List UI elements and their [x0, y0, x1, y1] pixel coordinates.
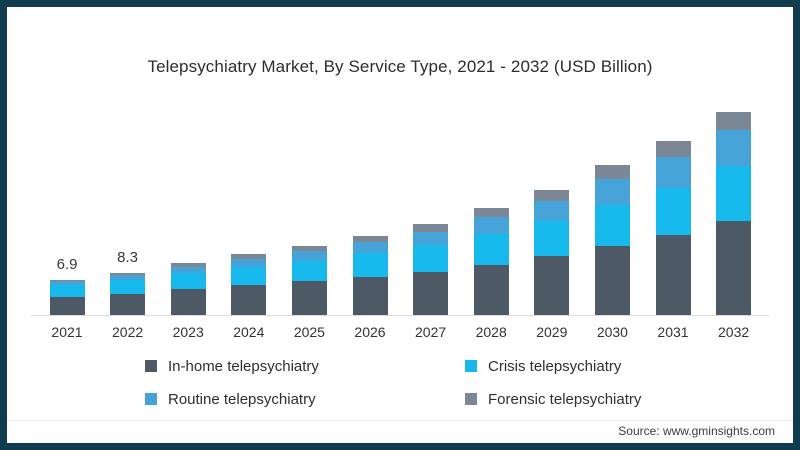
bar-2031	[655, 141, 691, 315]
segment-in-home-telepsychiatry-2022	[110, 293, 146, 316]
segment-forensic-telepsychiatry-2030	[594, 165, 630, 180]
legend-label-in-home: In-home telepsychiatry	[168, 357, 319, 375]
segment-forensic-telepsychiatry-2031	[655, 141, 691, 158]
segment-in-home-telepsychiatry-2029	[534, 256, 570, 315]
legend-label-forensic: Forensic telepsychiatry	[488, 390, 642, 408]
bar-2022	[110, 272, 146, 316]
legend-swatch-routine	[145, 393, 157, 405]
plot-area: 6.9 2021 8.3 2022 2023 2024 2025 2026 2027 2028 20…	[7, 7, 793, 443]
bar-value-label-2021: 6.9	[56, 255, 78, 273]
legend-swatch-crisis	[465, 360, 477, 372]
bar-2030	[594, 165, 630, 316]
legend-swatch-forensic	[465, 393, 477, 405]
source-strip: Source: www.gminsights.com	[7, 420, 793, 443]
segment-forensic-telepsychiatry-2032	[716, 111, 752, 130]
segment-routine-telepsychiatry-2031	[655, 157, 691, 189]
segment-in-home-telepsychiatry-2027	[413, 271, 449, 315]
x-axis-label-2032: 2032	[718, 324, 750, 340]
legend-item-routine: Routine telepsychiatry	[145, 389, 465, 409]
bar-2028	[473, 208, 509, 315]
segment-crisis-telepsychiatry-2030	[594, 204, 630, 247]
segment-forensic-telepsychiatry-2029	[534, 189, 570, 201]
bar-2032	[716, 111, 752, 315]
x-axis-line	[31, 315, 769, 316]
x-axis-label-2030: 2030	[596, 324, 628, 340]
segment-forensic-telepsychiatry-2027	[413, 224, 449, 232]
segment-in-home-telepsychiatry-2025	[291, 281, 327, 315]
segment-routine-telepsychiatry-2029	[534, 200, 570, 222]
segment-forensic-telepsychiatry-2026	[352, 236, 388, 243]
segment-forensic-telepsychiatry-2023	[170, 263, 206, 267]
segment-forensic-telepsychiatry-2025	[291, 246, 327, 251]
legend-label-routine: Routine telepsychiatry	[168, 390, 316, 408]
segment-crisis-telepsychiatry-2026	[352, 253, 388, 278]
legend-item-forensic: Forensic telepsychiatry	[465, 389, 641, 409]
segment-crisis-telepsychiatry-2023	[170, 272, 206, 290]
x-axis-label-2031: 2031	[657, 324, 689, 340]
source-note: Source: www.gminsights.com	[618, 424, 775, 438]
x-axis-label-2022: 2022	[112, 324, 144, 340]
x-axis-label-2026: 2026	[354, 324, 386, 340]
segment-routine-telepsychiatry-2027	[413, 231, 449, 246]
segment-crisis-telepsychiatry-2022	[110, 279, 146, 294]
legend: In-home telepsychiatry Crisis telepsychi…	[145, 356, 641, 409]
segment-routine-telepsychiatry-2023	[170, 266, 206, 273]
x-axis-label-2028: 2028	[475, 324, 507, 340]
x-axis-label-2024: 2024	[233, 324, 265, 340]
segment-forensic-telepsychiatry-2021	[49, 279, 85, 282]
segment-in-home-telepsychiatry-2024	[231, 285, 267, 315]
segment-routine-telepsychiatry-2025	[291, 250, 327, 261]
segment-forensic-telepsychiatry-2024	[231, 254, 267, 259]
bar-2026	[352, 236, 388, 315]
segment-routine-telepsychiatry-2022	[110, 275, 146, 280]
segment-crisis-telepsychiatry-2021	[49, 284, 85, 297]
segment-in-home-telepsychiatry-2021	[49, 296, 85, 315]
segment-in-home-telepsychiatry-2031	[655, 235, 691, 315]
bar-2021	[49, 279, 85, 315]
segment-crisis-telepsychiatry-2031	[655, 188, 691, 236]
segment-crisis-telepsychiatry-2028	[473, 233, 509, 265]
segment-crisis-telepsychiatry-2029	[534, 221, 570, 257]
segment-in-home-telepsychiatry-2028	[473, 264, 509, 315]
bar-2029	[534, 189, 570, 315]
x-axis-label-2027: 2027	[415, 324, 447, 340]
segment-crisis-telepsychiatry-2025	[291, 260, 327, 282]
x-axis-label-2023: 2023	[172, 324, 204, 340]
segment-crisis-telepsychiatry-2024	[231, 266, 267, 286]
segment-routine-telepsychiatry-2024	[231, 258, 267, 267]
segment-routine-telepsychiatry-2030	[594, 179, 630, 205]
bar-2025	[291, 246, 327, 315]
legend-item-crisis: Crisis telepsychiatry	[465, 356, 641, 376]
legend-item-in-home: In-home telepsychiatry	[145, 356, 465, 376]
segment-forensic-telepsychiatry-2022	[110, 272, 146, 276]
bar-value-label-2022: 8.3	[117, 248, 139, 266]
segment-routine-telepsychiatry-2032	[716, 129, 752, 167]
segment-routine-telepsychiatry-2026	[352, 242, 388, 254]
segment-in-home-telepsychiatry-2032	[716, 221, 752, 315]
segment-routine-telepsychiatry-2021	[49, 281, 85, 285]
bar-2023	[170, 263, 206, 315]
segment-in-home-telepsychiatry-2030	[594, 246, 630, 316]
x-axis-label-2025: 2025	[293, 324, 325, 340]
segment-in-home-telepsychiatry-2026	[352, 277, 388, 315]
bar-2024	[231, 254, 267, 315]
segment-in-home-telepsychiatry-2023	[170, 289, 206, 315]
segment-forensic-telepsychiatry-2028	[473, 208, 509, 217]
bar-2027	[413, 224, 449, 315]
segment-routine-telepsychiatry-2028	[473, 216, 509, 234]
legend-swatch-in-home	[145, 360, 157, 372]
x-axis-label-2029: 2029	[536, 324, 568, 340]
segment-crisis-telepsychiatry-2027	[413, 245, 449, 272]
x-axis-label-2021: 2021	[51, 324, 83, 340]
legend-label-crisis: Crisis telepsychiatry	[488, 357, 622, 375]
chart-title: Telepsychiatry Market, By Service Type, …	[147, 57, 653, 76]
segment-crisis-telepsychiatry-2032	[716, 166, 752, 222]
